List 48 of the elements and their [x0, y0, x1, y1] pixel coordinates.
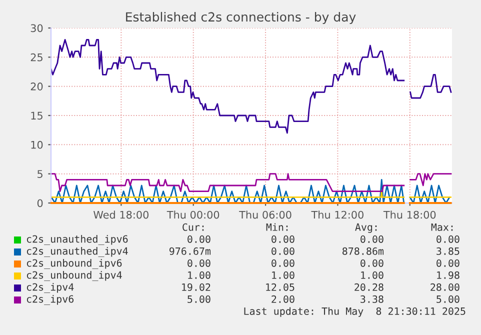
legend-label: c2s_ipv4: [26, 283, 74, 293]
x-tick-label: Wed 18:00: [94, 210, 148, 219]
y-tick-label: 0: [37, 199, 43, 208]
x-tick-label: Thu 12:00: [311, 210, 364, 219]
text: 19.02: [182, 283, 210, 291]
y-tick-label: 25: [30, 53, 42, 62]
text: 3.85: [436, 247, 460, 255]
text: 5.00: [436, 295, 460, 303]
text: 0.00: [272, 247, 294, 255]
text: 1.98: [437, 271, 460, 279]
text: 0.00: [436, 259, 460, 267]
y-tick-label: 5: [38, 170, 42, 178]
text: 2.00: [272, 295, 294, 303]
text: 0.00: [188, 259, 210, 267]
text: Last update: Thu May 8 21:30:11 2025: [244, 307, 466, 317]
legend-label: c2s_unbound_ipv6: [26, 259, 122, 269]
text: 0.00: [272, 259, 294, 267]
text: 1.00: [272, 271, 294, 279]
x-tick-label: Thu 18:00: [383, 210, 436, 219]
text: Max:: [431, 223, 453, 231]
text: 20.28: [354, 283, 384, 291]
legend-label: c2s_unauthed_ipv4: [26, 247, 128, 257]
text: 3.38: [360, 295, 384, 303]
x-tick-label: Thu 06:00: [239, 210, 292, 219]
text: Cur:: [182, 223, 204, 231]
y-tick-label: 20: [30, 82, 43, 90]
text: Avg:: [355, 223, 377, 233]
y-tick-label: 10: [31, 140, 43, 149]
text: 12.05: [266, 283, 294, 291]
text: 0.00: [188, 235, 210, 243]
text: Min:: [266, 223, 288, 231]
text: 1.00: [361, 271, 384, 279]
legend-label: c2s_ipv6: [26, 295, 74, 305]
text: 5.00: [188, 295, 210, 303]
chart-title: Established c2s connections - by day: [126, 12, 356, 24]
x-tick-label: Thu 00:00: [166, 210, 220, 219]
text: 0.00: [272, 235, 294, 243]
legend-label: c2s_unauthed_ipv6: [26, 235, 128, 245]
y-tick-label: 15: [31, 112, 42, 120]
text: 878.86m: [342, 247, 384, 255]
legend-label: c2s_unbound_ipv4: [26, 271, 122, 281]
text: 28.00: [430, 283, 460, 291]
text: 0.00: [360, 235, 384, 243]
text: 1.00: [188, 271, 210, 279]
text: 0.00: [436, 235, 460, 243]
text: 0.00: [360, 259, 384, 267]
y-tick-label: 30: [30, 24, 43, 32]
text: 976.67m: [169, 247, 211, 255]
